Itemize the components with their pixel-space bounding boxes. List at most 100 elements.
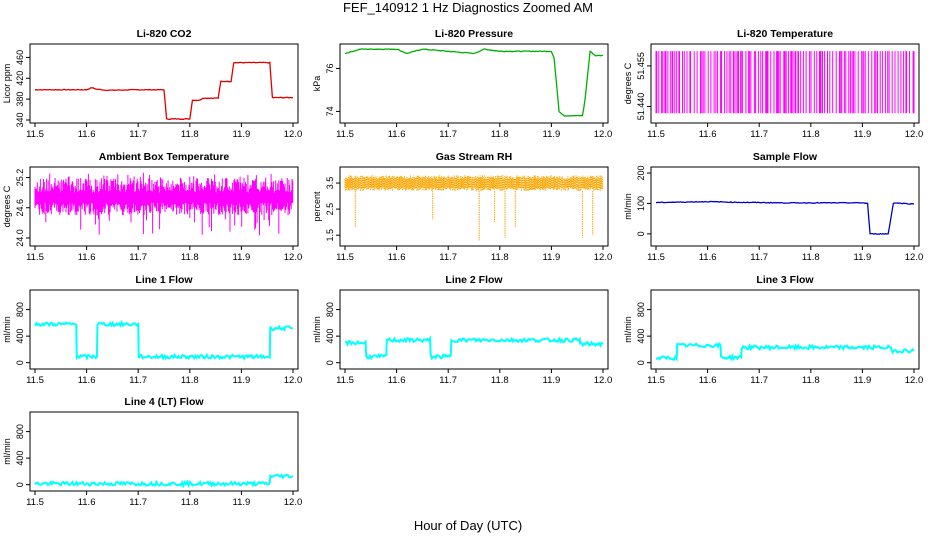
- panel-1: Li-820 CO2 11.5 11.6 11.7 11.8 11.9 12.0 340 380…: [2, 28, 302, 140]
- x-tick-label: 11.9: [854, 375, 872, 386]
- panel-title: Line 1 Flow: [135, 274, 193, 286]
- plot-frame: [339, 166, 609, 247]
- panel-3: Li-820 Temperature 11.5 11.6 11.7 11.8 11.9 12…: [623, 28, 923, 140]
- x-tick-label: 11.5: [647, 252, 665, 263]
- x-tick-label: 11.7: [750, 375, 768, 386]
- y-tick-label: 100: [636, 196, 646, 211]
- x-tick-label: 11.6: [699, 129, 717, 140]
- x-tick-label: 12.0: [284, 252, 303, 263]
- panel-8: Line 2 Flow 11.5 11.6 11.7 11.8 11.9 12.0 0 400 8…: [312, 274, 612, 386]
- y-tick-label: 74: [325, 106, 335, 116]
- x-axis-caption: Hour of Day (UTC): [413, 518, 523, 533]
- y-tick-label: 400: [636, 329, 646, 344]
- y-tick-label: 0: [636, 360, 646, 365]
- plot-frame: [29, 411, 299, 492]
- x-tick-label: 11.8: [802, 129, 820, 140]
- x-tick-label: 11.5: [336, 129, 354, 140]
- panel-2: Li-820 Pressure 11.5 11.6 11.7 11.8 11.9 12.0 7…: [312, 28, 612, 140]
- y-tick-label: 24.6: [15, 199, 25, 217]
- x-tick-label: 11.7: [439, 375, 457, 386]
- x-tick-label: 11.5: [26, 497, 44, 508]
- x-tick-label: 12.0: [905, 252, 924, 263]
- y-tick-label: 51.440: [636, 93, 646, 121]
- panel-title: Line 2 Flow: [445, 274, 503, 286]
- x-tick-label: 11.8: [802, 375, 820, 386]
- y-tick-label: 0: [15, 482, 25, 487]
- x-tick-label: 12.0: [594, 129, 613, 140]
- series-line: [344, 48, 604, 117]
- y-axis-label: kPa: [312, 76, 322, 92]
- series-line: [655, 51, 915, 114]
- y-axis-label: Licor ppm: [2, 64, 12, 104]
- y-tick-label: 2.5: [325, 203, 335, 216]
- x-tick-label: 11.6: [699, 252, 717, 263]
- x-tick-label: 11.6: [388, 375, 406, 386]
- y-tick-label: 340: [15, 112, 25, 127]
- panel-10: Line 4 (LT) Flow 11.5 11.6 11.7 11.8 11.9 12.0…: [2, 396, 302, 508]
- x-tick-label: 11.7: [129, 129, 147, 140]
- y-tick-label: 0: [636, 231, 646, 236]
- x-tick-label: 12.0: [594, 252, 613, 263]
- y-tick-label: 25.2: [15, 169, 25, 187]
- panel-6: Sample Flow 11.5 11.6 11.7 11.8 11.9 12.0 0 100 2…: [623, 151, 923, 263]
- x-tick-label: 11.5: [647, 375, 665, 386]
- x-tick-label: 11.8: [491, 252, 509, 263]
- panel-7: Line 1 Flow 11.5 11.6 11.7 11.8 11.9 12.0 0 400 8…: [2, 274, 302, 386]
- series-line: [344, 335, 604, 361]
- x-tick-label: 11.9: [543, 252, 561, 263]
- x-tick-label: 12.0: [905, 129, 924, 140]
- x-tick-label: 11.9: [543, 129, 561, 140]
- y-axis-label: degrees C: [623, 62, 633, 104]
- x-tick-label: 11.7: [129, 252, 147, 263]
- series-line: [34, 61, 294, 120]
- plot-frame: [339, 289, 609, 370]
- x-tick-label: 11.6: [78, 497, 96, 508]
- x-tick-label: 11.6: [388, 252, 406, 263]
- panel-4: Ambient Box Temperature 11.5 11.6 11.7 11.8 1…: [2, 151, 302, 263]
- y-tick-label: 51.455: [636, 52, 646, 80]
- y-tick-label: 380: [15, 92, 25, 107]
- y-tick-label: 800: [15, 424, 25, 439]
- x-tick-label: 12.0: [905, 375, 924, 386]
- x-tick-label: 11.7: [439, 129, 457, 140]
- series-line: [655, 341, 915, 362]
- series-line: [34, 473, 294, 489]
- x-tick-label: 11.9: [854, 129, 872, 140]
- x-tick-label: 12.0: [594, 375, 613, 386]
- x-tick-label: 12.0: [284, 497, 303, 508]
- panel-title: Line 4 (LT) Flow: [124, 396, 204, 408]
- series-line: [655, 200, 915, 235]
- y-tick-label: 76: [325, 63, 335, 73]
- series-line: [34, 172, 294, 236]
- x-tick-label: 11.7: [129, 375, 147, 386]
- y-tick-label: 3.5: [325, 177, 335, 190]
- panel-9: Line 3 Flow 11.5 11.6 11.7 11.8 11.9 12.0 0 400 8…: [623, 274, 923, 386]
- y-tick-label: 800: [15, 302, 25, 317]
- x-tick-label: 11.6: [699, 375, 717, 386]
- panel-title: Li-820 Temperature: [737, 28, 833, 40]
- x-tick-label: 11.5: [26, 129, 44, 140]
- series-line: [34, 319, 294, 361]
- plot-frame: [650, 43, 920, 124]
- x-tick-label: 11.9: [233, 129, 251, 140]
- figure-title: FEF_140912 1 Hz Diagnostics Zoomed AM: [342, 0, 593, 15]
- y-tick-label: 800: [325, 302, 335, 317]
- y-tick-label: 0: [325, 360, 335, 365]
- plot-frame: [339, 43, 609, 124]
- plot-frame: [650, 166, 920, 247]
- x-tick-label: 11.8: [181, 375, 199, 386]
- x-tick-label: 11.9: [233, 252, 251, 263]
- y-tick-label: 1.5: [325, 229, 335, 242]
- y-tick-label: 400: [15, 451, 25, 466]
- y-axis-label: ml/min: [623, 316, 633, 343]
- y-tick-label: 200: [636, 166, 646, 181]
- y-tick-label: 0: [15, 360, 25, 365]
- x-tick-label: 11.5: [336, 252, 354, 263]
- y-axis-label: ml/min: [2, 438, 12, 465]
- panel-title: Sample Flow: [753, 151, 818, 163]
- y-tick-label: 400: [325, 329, 335, 344]
- x-tick-label: 11.8: [491, 375, 509, 386]
- y-axis-label: ml/min: [312, 316, 322, 343]
- plot-frame: [29, 166, 299, 247]
